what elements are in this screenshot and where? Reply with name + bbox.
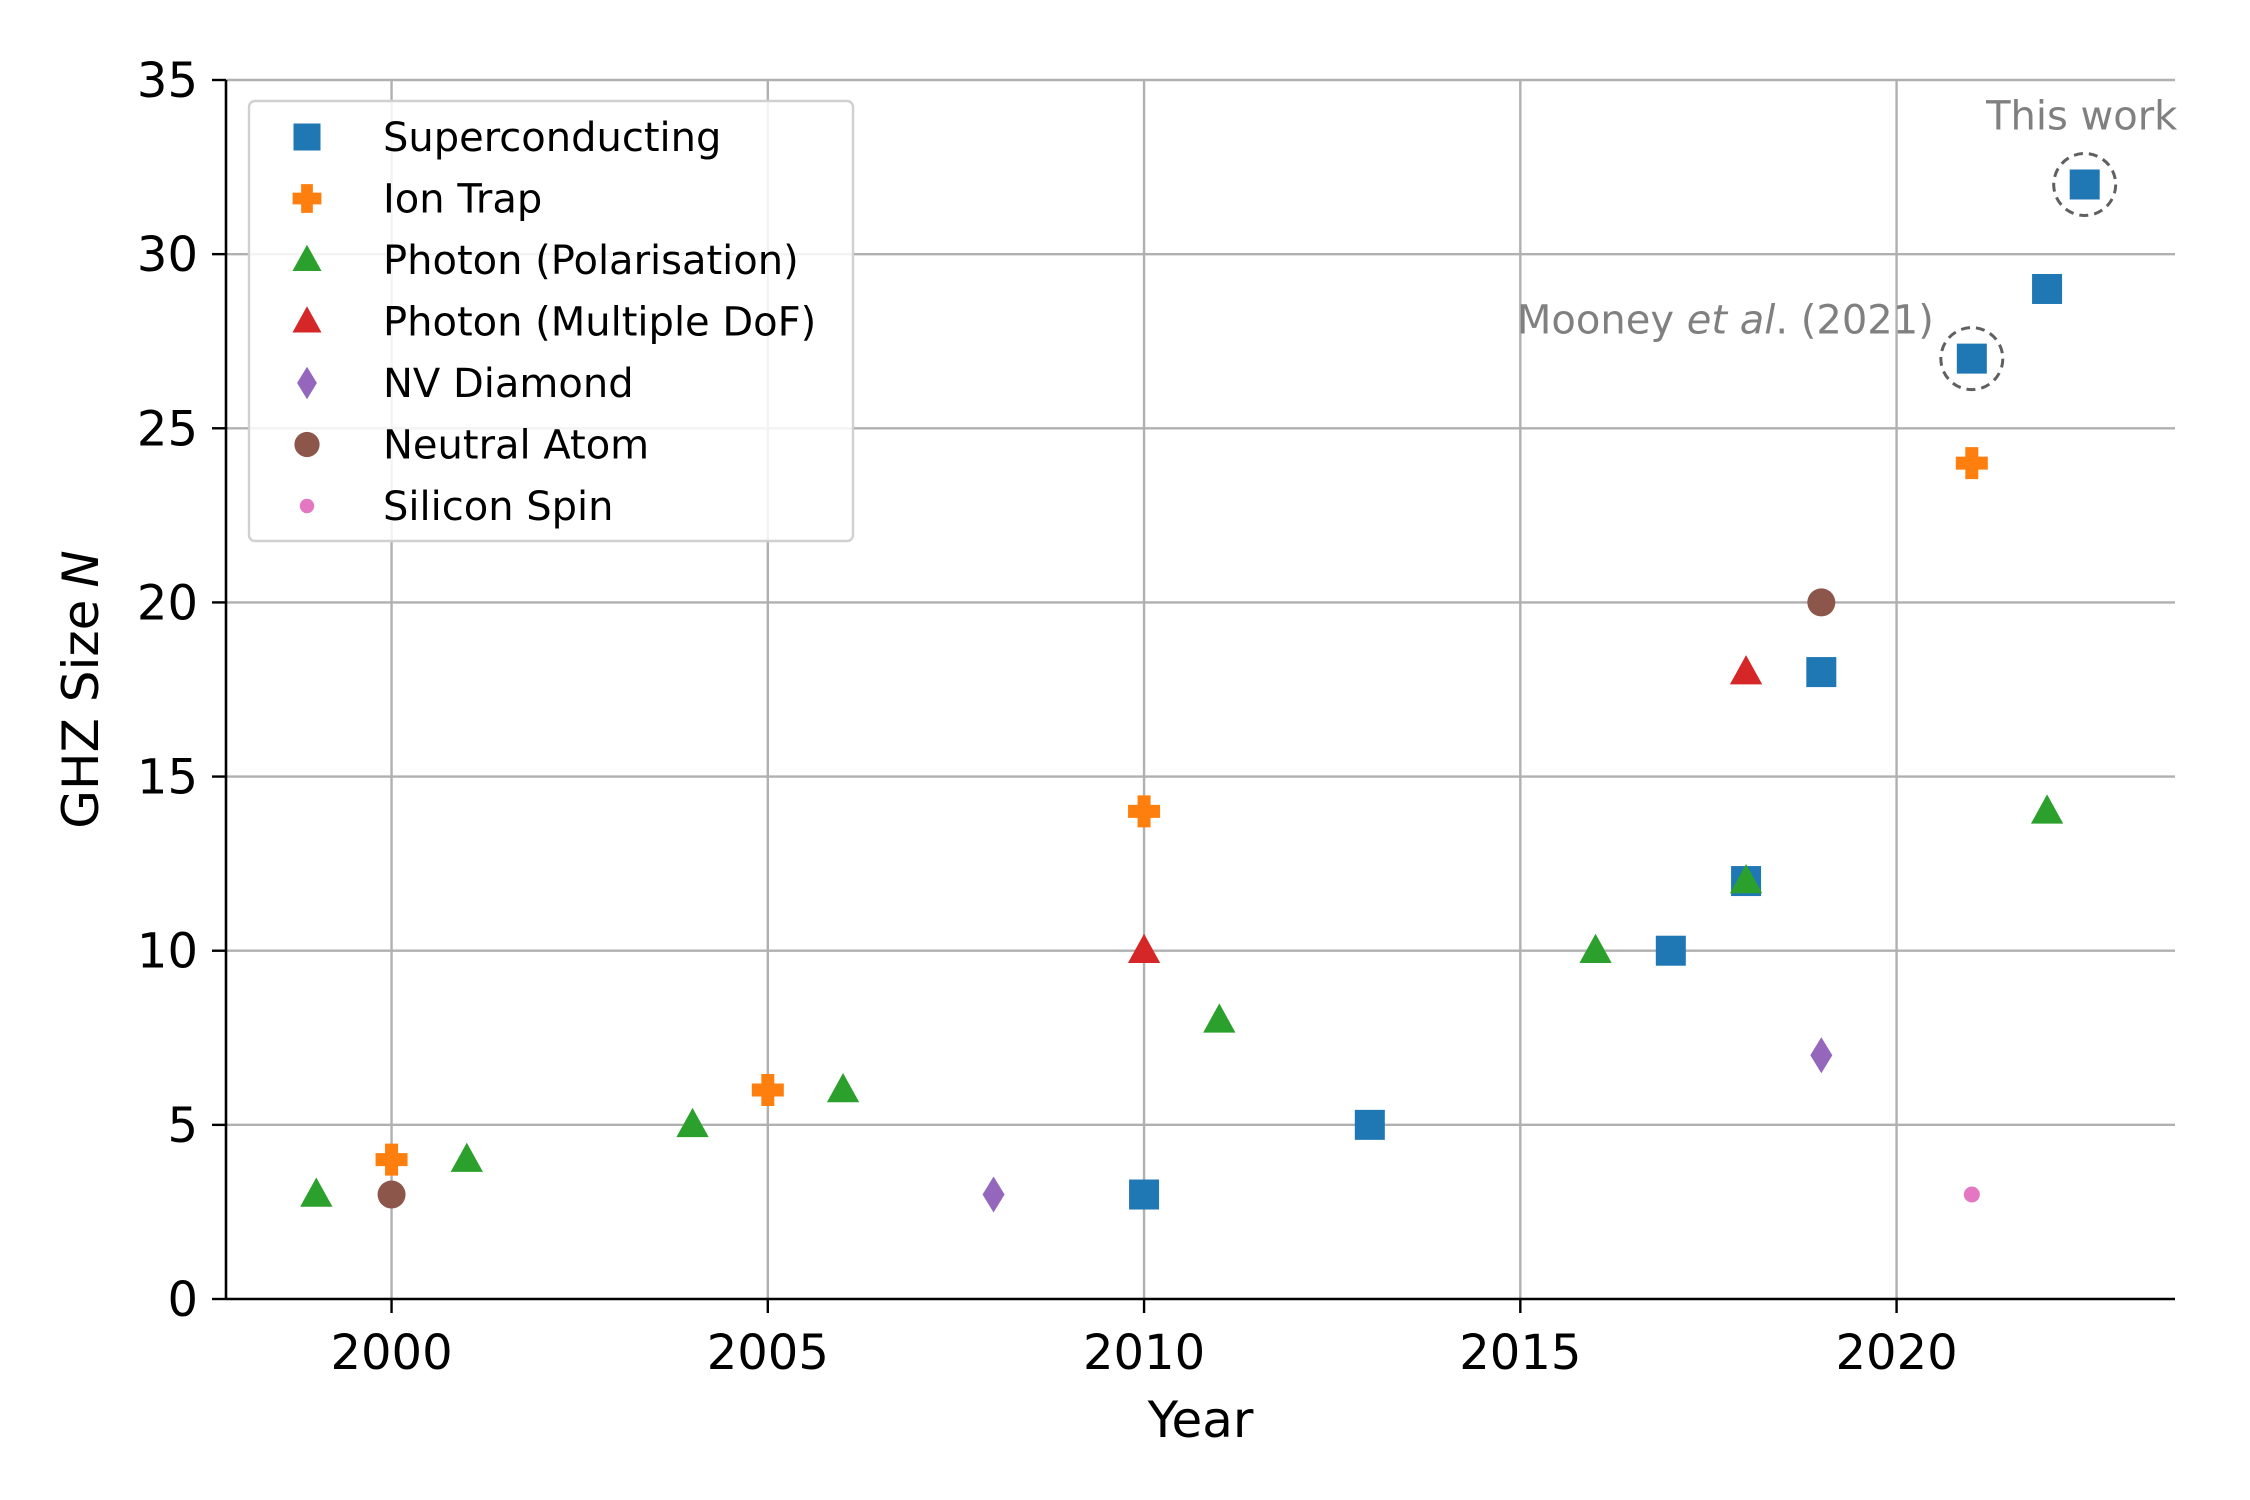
legend-item: Photon (Polarisation) <box>292 238 799 284</box>
x-tick-label: 2020 <box>1835 1325 1957 1381</box>
legend-item: Neutral Atom <box>294 423 649 469</box>
y-tick-label: 20 <box>137 575 198 631</box>
y-axis-title-var: N <box>52 550 110 587</box>
annotations: Mooney et al. (2021) This work <box>1517 93 2178 392</box>
data-point-neutral-atom <box>377 1180 406 1209</box>
annotation-italic: et al <box>1687 298 1776 344</box>
x-axis-title: Year <box>1147 1391 1254 1449</box>
data-point-photon-polarisation <box>676 1107 709 1138</box>
data-point-superconducting <box>1655 935 1686 966</box>
legend-item: Ion Trap <box>292 177 542 223</box>
data-point-photon-polarisation <box>2030 794 2064 824</box>
legend-box <box>247 99 855 543</box>
legend-label: Photon (Polarisation) <box>383 238 799 284</box>
legend-label: Ion Trap <box>383 177 542 223</box>
legend-marker <box>292 184 322 213</box>
data-point-superconducting <box>2069 169 2100 200</box>
data-point-ion-trap <box>375 1143 408 1176</box>
legend-label: Silicon Spin <box>383 484 614 530</box>
data-point-nv-diamond <box>1810 1037 1833 1074</box>
x-tick-label: 2010 <box>1083 1325 1205 1381</box>
y-axis-title: GHZ Size N <box>52 550 110 829</box>
x-tick-label: 2005 <box>707 1325 829 1381</box>
data-point-photon-polarisation <box>300 1177 333 1207</box>
legend-marker <box>294 431 320 458</box>
legend-marker <box>293 123 321 151</box>
legend-marker <box>292 244 322 272</box>
y-tick-label: 0 <box>167 1272 198 1328</box>
data-point-superconducting <box>1354 1109 1385 1140</box>
legend-marker <box>297 366 317 400</box>
data-point-photon-multiple-dof <box>1729 655 1763 685</box>
data-point-silicon-spin <box>1963 1186 1980 1203</box>
highlight-circle <box>2052 151 2118 217</box>
highlight-circle <box>1939 326 2005 392</box>
data-point-neutral-atom <box>1807 588 1836 617</box>
annotation-text-end: . (2021) <box>1775 298 1933 344</box>
annotation-text: This work <box>1985 93 2178 139</box>
legend-item: NV Diamond <box>297 361 634 407</box>
tick-labels: 2000 2005 2010 2015 2020 0 5 10 15 20 25 30 35 <box>137 53 1958 1381</box>
data-point-ion-trap <box>1128 795 1161 828</box>
legend-marker <box>292 306 322 333</box>
y-tick-label: 15 <box>137 750 198 806</box>
legend-marker <box>299 498 315 514</box>
y-tick-label: 5 <box>167 1098 198 1154</box>
legend-label: NV Diamond <box>383 361 634 407</box>
axes <box>224 80 2175 1301</box>
data-point-photon-polarisation <box>1203 1003 1236 1033</box>
legend-item: Silicon Spin <box>299 484 614 530</box>
data-point-ion-trap <box>1955 447 1988 480</box>
legend-label: Photon (Multiple DoF) <box>383 300 816 346</box>
x-tick-label: 2000 <box>330 1325 452 1381</box>
y-tick-label: 30 <box>137 227 198 283</box>
annotation-text: Mooney <box>1517 298 1687 344</box>
data-point-superconducting <box>1806 657 1837 688</box>
y-axis-title-text: GHZ Size <box>52 600 110 829</box>
data-point-superconducting <box>2032 273 2063 304</box>
annotation-label: This work <box>1985 93 2178 139</box>
annotation-label: Mooney et al. (2021) <box>1517 298 1934 344</box>
legend-label: Superconducting <box>383 115 721 161</box>
y-tick-label: 35 <box>137 53 198 109</box>
x-tick-label: 2015 <box>1459 1325 1581 1381</box>
data-points <box>300 169 2100 1213</box>
data-point-superconducting <box>1956 343 1987 374</box>
legend-item: Superconducting <box>293 115 721 161</box>
data-point-superconducting <box>1129 1179 1160 1210</box>
data-point-photon-multiple-dof <box>1127 933 1161 963</box>
y-tick-label: 10 <box>137 924 198 980</box>
data-point-photon-polarisation <box>1729 864 1763 894</box>
data-point-photon-polarisation <box>1579 933 1612 963</box>
legend-item: Photon (Multiple DoF) <box>292 300 816 346</box>
data-point-ion-trap <box>751 1074 784 1107</box>
legend-label: Neutral Atom <box>383 423 649 469</box>
data-point-photon-polarisation <box>826 1073 860 1103</box>
data-point-photon-polarisation <box>450 1142 483 1172</box>
y-tick-label: 25 <box>137 401 198 457</box>
data-point-nv-diamond <box>982 1176 1005 1213</box>
legend: Superconducting Ion Trap Photon (Polarisat… <box>247 99 855 543</box>
